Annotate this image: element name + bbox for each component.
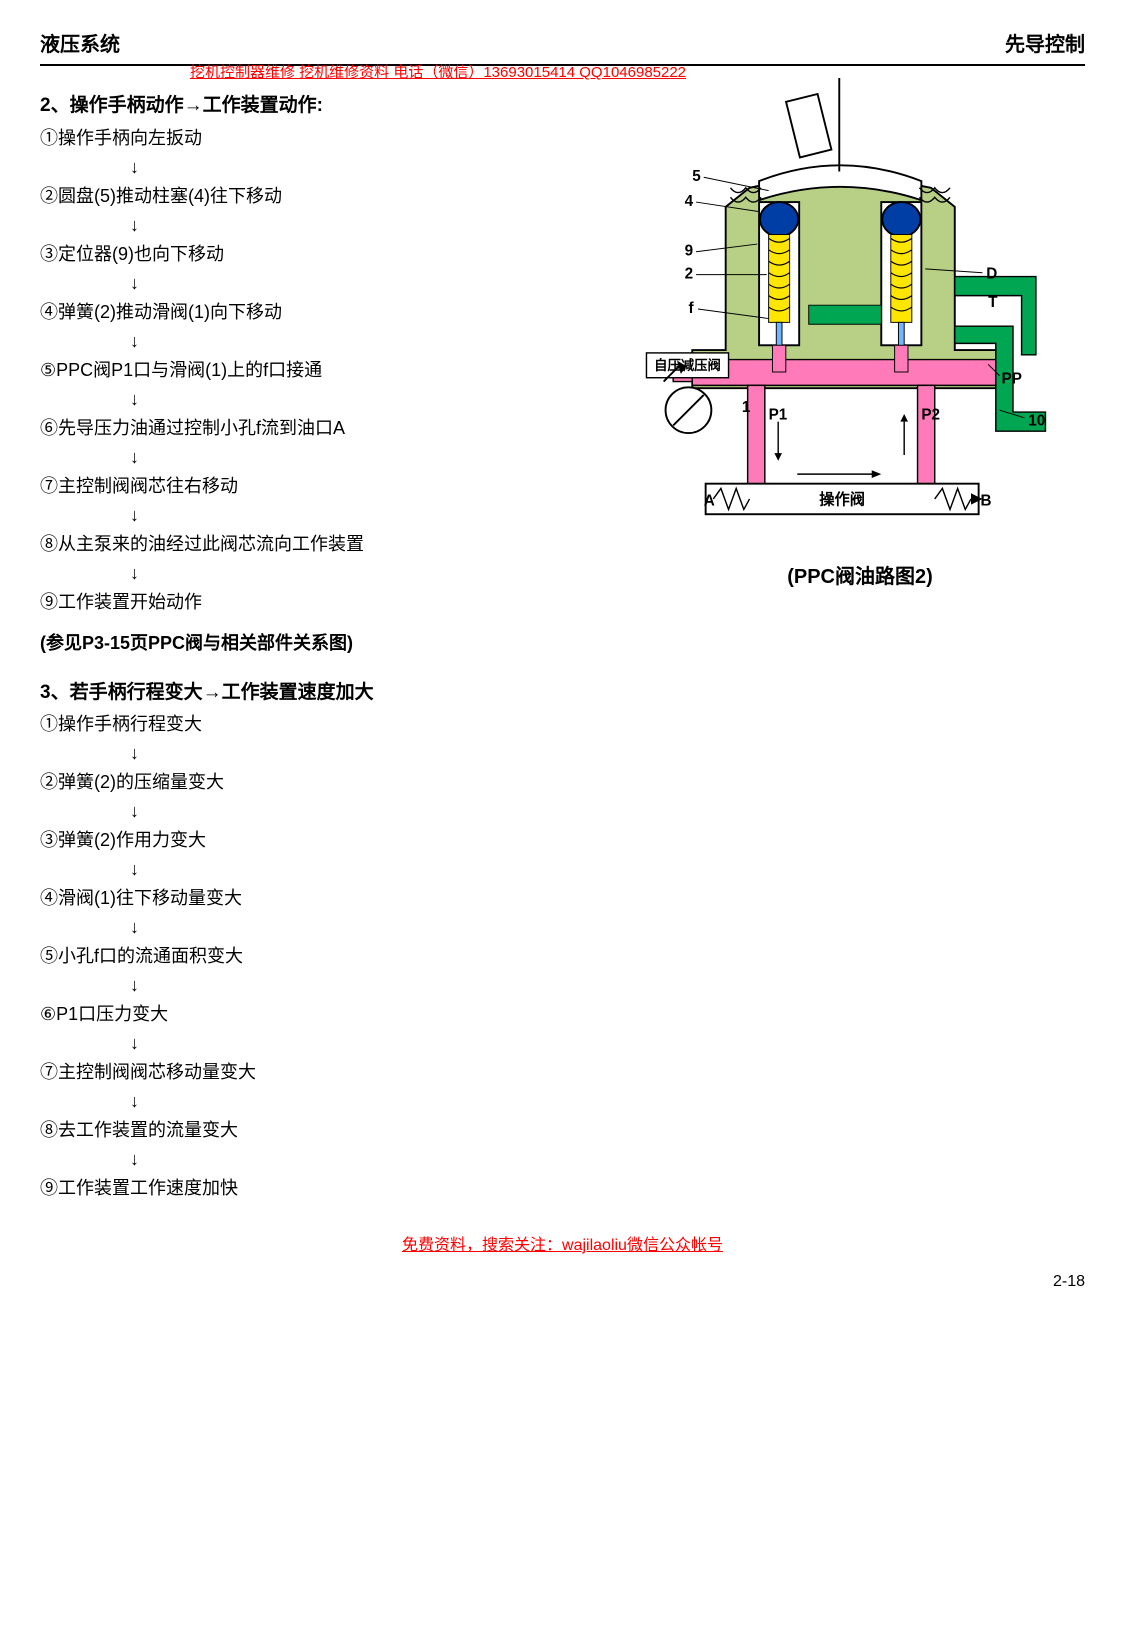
footer-watermark: 免费资料，搜索关注：wajilaoliu微信公众帐号: [40, 1234, 1085, 1258]
label-2: 2: [685, 265, 694, 282]
step-item: ⑨工作装置工作速度加快: [40, 1175, 520, 1202]
down-arrow-icon: ↓: [130, 740, 520, 767]
step-item: ⑨工作装置开始动作: [40, 589, 520, 616]
label-b: B: [981, 493, 992, 510]
step-item: ①操作手柄行程变大: [40, 711, 520, 738]
page-header: 液压系统 先导控制: [40, 30, 1085, 66]
step-item: ⑤PPC阀P1口与滑阀(1)上的f口接通: [40, 357, 520, 384]
label-op-valve: 操作阀: [819, 491, 865, 509]
section3-title: 3、若手柄行程变大→工作装置速度加大: [40, 679, 520, 708]
reference-note: (参见P3-15页PPC阀与相关部件关系图): [40, 630, 520, 657]
page-number: 2-18: [40, 1270, 1085, 1294]
section2-steps: ①操作手柄向左扳动↓②圆盘(5)推动柱塞(4)往下移动↓③定位器(9)也向下移动…: [40, 125, 520, 616]
down-arrow-icon: ↓: [130, 212, 520, 239]
down-arrow-icon: ↓: [130, 502, 520, 529]
label-1: 1: [742, 399, 751, 416]
down-arrow-icon: ↓: [130, 972, 520, 999]
step-item: ③定位器(9)也向下移动: [40, 241, 520, 268]
step-item: ⑥先导压力油通过控制小孔f流到油口A: [40, 415, 520, 442]
label-d: D: [986, 265, 997, 282]
section2-title: 2、操作手柄动作→工作装置动作:: [40, 92, 520, 121]
step-item: ⑦主控制阀阀芯往右移动: [40, 473, 520, 500]
step-item: ⑤小孔f口的流通面积变大: [40, 943, 520, 970]
down-arrow-icon: ↓: [130, 914, 520, 941]
down-arrow-icon: ↓: [130, 1030, 520, 1057]
label-a: A: [704, 493, 715, 510]
label-t: T: [988, 294, 998, 311]
header-right: 先导控制: [1005, 30, 1085, 60]
label-p2: P2: [921, 407, 940, 424]
section3-steps: ①操作手柄行程变大↓②弹簧(2)的压缩量变大↓③弹簧(2)作用力变大↓④滑阀(1…: [40, 711, 520, 1202]
label-pp: PP: [1002, 370, 1022, 387]
label-9: 9: [685, 243, 694, 260]
step-item: ②圆盘(5)推动柱塞(4)往下移动: [40, 183, 520, 210]
label-f: f: [688, 300, 694, 317]
label-5: 5: [692, 168, 701, 185]
step-item: ⑦主控制阀阀芯移动量变大: [40, 1059, 520, 1086]
diagram-column: 自压减压阀 P1 P2 1 操作阀 A B 5 4 9 2: [635, 78, 1085, 592]
down-arrow-icon: ↓: [130, 1088, 520, 1115]
label-p1: P1: [769, 407, 788, 424]
watermark-top: 挖机控制器维修 挖机维修资料 电话（微信）13693015414 QQ10469…: [190, 62, 686, 85]
down-arrow-icon: ↓: [130, 386, 520, 413]
header-left: 液压系统: [40, 30, 120, 60]
step-item: ⑧去工作装置的流量变大: [40, 1117, 520, 1144]
down-arrow-icon: ↓: [130, 1146, 520, 1173]
down-arrow-icon: ↓: [130, 560, 520, 587]
label-4: 4: [685, 193, 694, 210]
step-item: ⑧从主泵来的油经过此阀芯流向工作装置: [40, 531, 520, 558]
down-arrow-icon: ↓: [130, 270, 520, 297]
down-arrow-icon: ↓: [130, 856, 520, 883]
down-arrow-icon: ↓: [130, 798, 520, 825]
step-item: ④弹簧(2)推动滑阀(1)向下移动: [40, 299, 520, 326]
ppc-valve-diagram: 自压减压阀 P1 P2 1 操作阀 A B 5 4 9 2: [635, 78, 1055, 546]
diagram-caption: (PPC阀油路图2): [635, 562, 1085, 592]
step-item: ④滑阀(1)往下移动量变大: [40, 885, 520, 912]
step-item: ③弹簧(2)作用力变大: [40, 827, 520, 854]
down-arrow-icon: ↓: [130, 444, 520, 471]
content-column: 2、操作手柄动作→工作装置动作: ①操作手柄向左扳动↓②圆盘(5)推动柱塞(4)…: [40, 84, 520, 1204]
step-item: ①操作手柄向左扳动: [40, 125, 520, 152]
label-reducing-valve: 自压减压阀: [654, 357, 721, 373]
step-item: ②弹簧(2)的压缩量变大: [40, 769, 520, 796]
label-10: 10: [1028, 412, 1045, 429]
step-item: ⑥P1口压力变大: [40, 1001, 520, 1028]
down-arrow-icon: ↓: [130, 154, 520, 181]
down-arrow-icon: ↓: [130, 328, 520, 355]
